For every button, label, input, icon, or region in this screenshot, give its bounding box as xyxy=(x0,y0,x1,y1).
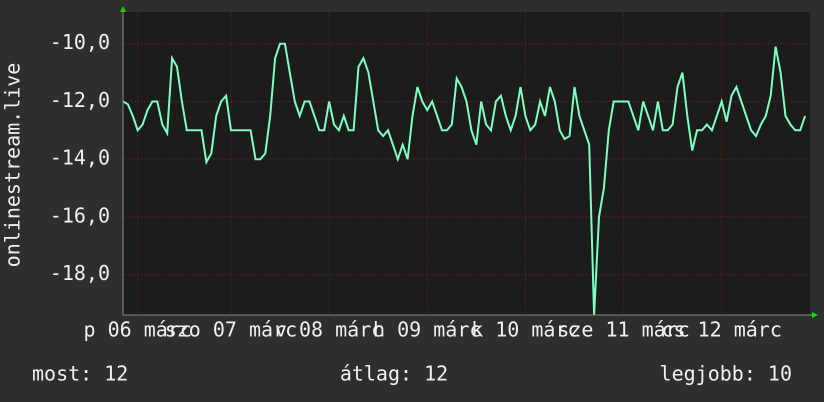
x-tick-label: cs 12 márc xyxy=(661,318,781,342)
x-tick-label: h 09 márc xyxy=(373,318,481,342)
y-tick-label: -18,0 xyxy=(50,261,110,285)
axes xyxy=(122,10,812,316)
y-tick-label: -12,0 xyxy=(50,88,110,112)
grid xyxy=(123,12,810,315)
plot-area xyxy=(123,12,810,315)
x-tick-label: k 10 márc xyxy=(471,318,579,342)
summary-best: legjobb: 10 xyxy=(660,362,792,386)
y-tick-label: -16,0 xyxy=(50,203,110,227)
series xyxy=(122,42,807,316)
y-tick-label: -14,0 xyxy=(50,146,110,170)
data-line xyxy=(122,42,807,316)
x-tick-label: v 08 márc xyxy=(275,318,383,342)
summary-average: átlag: 12 xyxy=(340,362,448,386)
x-tick-label: sze 11 márc xyxy=(557,318,689,342)
y-tick-label: -10,0 xyxy=(50,30,110,54)
y-axis-label: onlinestream.live xyxy=(1,63,25,268)
x-tick-label: szo 07 márc xyxy=(165,318,297,342)
summary-current: most: 12 xyxy=(32,362,128,386)
x-tick-label: p 06 márc xyxy=(84,318,192,342)
